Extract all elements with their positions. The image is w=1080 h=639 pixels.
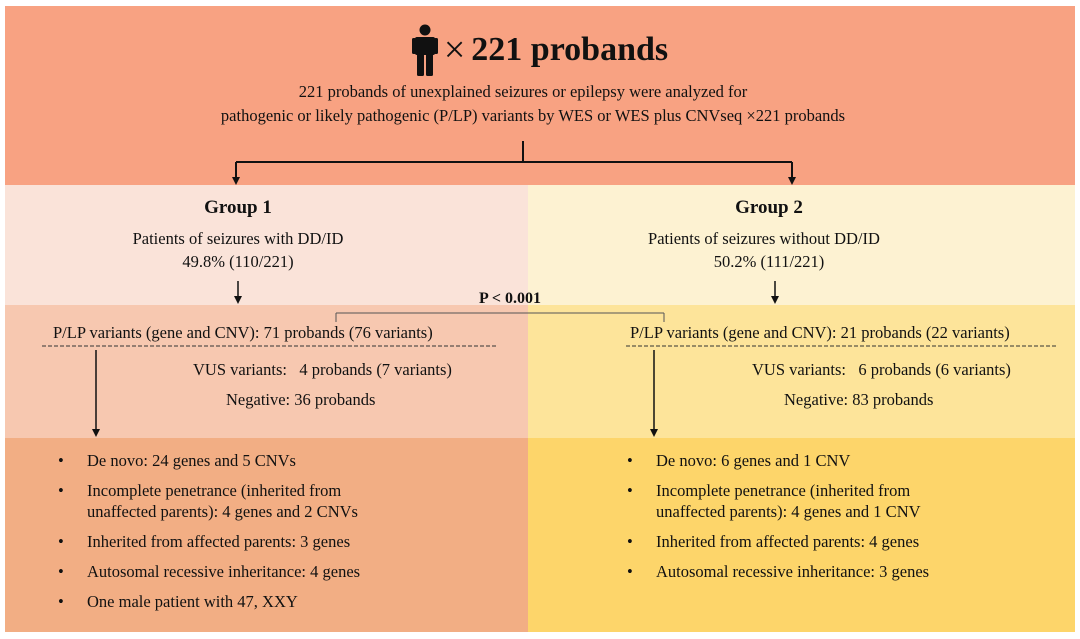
list-item-text-cont: unaffected parents): 4 genes and 2 CNVs [87,502,358,521]
group2-negative: Negative: 83 probands [784,390,934,409]
group1-plp-variants: P/LP variants (gene and CNV): 71 proband… [53,323,433,342]
header-title: × 221 probands [0,22,1080,78]
list-item-text: Incomplete penetrance (inherited from [87,481,342,500]
header-panel [5,6,1075,185]
group2-inheritance-list: • De novo: 6 genes and 1 CNV • Incomplet… [624,450,1064,591]
list-item: • Incomplete penetrance (inherited from … [55,480,515,522]
group1-subtitle: Patients of seizures with DD/ID [132,229,344,248]
group2-subtitle: Patients of seizures without DD/ID [648,229,880,248]
list-item: • Incomplete penetrance (inherited from … [624,480,1064,522]
group1-variants-panel [5,305,528,438]
group2-details-panel [528,438,1075,632]
list-item-text: Autosomal recessive inheritance: 3 genes [656,562,930,581]
list-item-text: De novo: 6 genes and 1 CNV [656,451,851,470]
group1-details-panel [5,438,528,632]
list-item: • One male patient with 47, XXY [55,591,515,612]
list-item-text-cont: unaffected parents): 4 genes and 1 CNV [656,502,921,521]
list-item-text: Inherited from affected parents: 3 genes [87,532,351,551]
list-item: • De novo: 6 genes and 1 CNV [624,450,1064,471]
group2-proportion: 50.2% (111/221) [713,252,825,271]
list-item-text: One male patient with 47, XXY [87,592,298,611]
group2-variants-panel [528,305,1075,438]
group2-plp-variants: P/LP variants (gene and CNV): 21 proband… [630,323,1010,342]
bullet-icon: • [627,481,633,500]
bullet-icon: • [627,451,633,470]
list-item-text: De novo: 24 genes and 5 CNVs [87,451,296,470]
list-item: • Autosomal recessive inheritance: 3 gen… [624,561,1064,582]
p-value-label: P < 0.001 [478,290,541,307]
group1-header-panel [5,185,528,305]
bullet-icon: • [58,592,64,611]
bullet-icon: • [58,451,64,470]
list-item-text: Inherited from affected parents: 4 genes [656,532,920,551]
group1-vus-variants: VUS variants: 4 probands (7 variants) [193,360,452,379]
header-description-line1: 221 probands of unexplained seizures or … [298,82,748,101]
bullet-icon: • [627,532,633,551]
header-times-symbol: × [443,29,466,71]
group1-proportion: 49.8% (110/221) [182,252,294,271]
header-title-text: 221 probands [471,31,669,68]
group1-inheritance-list: • De novo: 24 genes and 5 CNVs • Incompl… [55,450,515,621]
group1-title: Group 1 [204,197,272,218]
list-item: • De novo: 24 genes and 5 CNVs [55,450,515,471]
group2-header-panel [528,185,1075,305]
bullet-icon: • [627,562,633,581]
list-item-text: Autosomal recessive inheritance: 4 genes [87,562,361,581]
person-icon [411,24,438,76]
list-item: • Autosomal recessive inheritance: 4 gen… [55,561,515,582]
bullet-icon: • [58,532,64,551]
bullet-icon: • [58,481,64,500]
list-item-text: Incomplete penetrance (inherited from [656,481,911,500]
list-item: • Inherited from affected parents: 4 gen… [624,531,1064,552]
group2-vus-variants: VUS variants: 6 probands (6 variants) [752,360,1011,379]
group1-negative: Negative: 36 probands [226,390,376,409]
group2-title: Group 2 [735,197,803,218]
header-description-line2: pathogenic or likely pathogenic (P/LP) v… [220,106,846,125]
bullet-icon: • [58,562,64,581]
list-item: • Inherited from affected parents: 3 gen… [55,531,515,552]
